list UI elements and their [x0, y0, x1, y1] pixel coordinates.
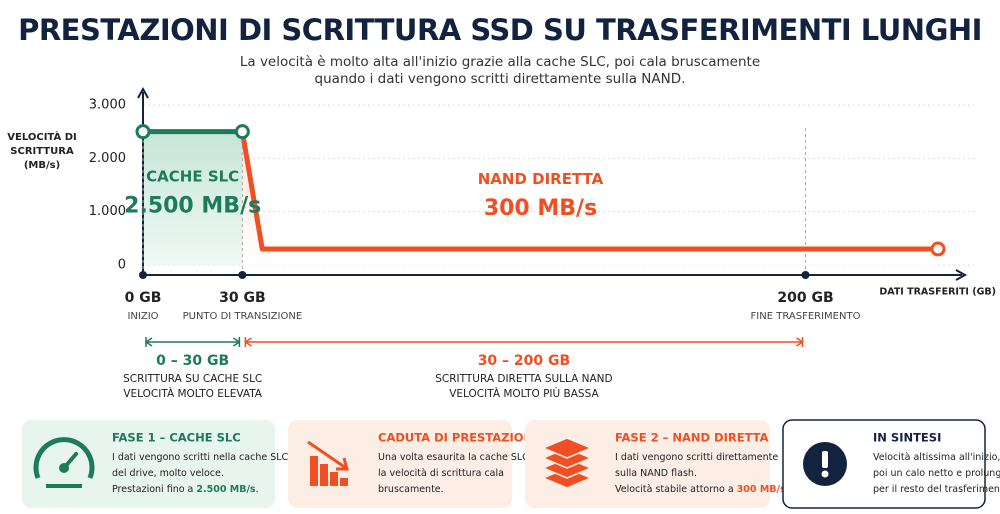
- series-line: [239, 131, 938, 252]
- card-text-segment: bruscamente.: [378, 484, 444, 495]
- card-text-segment: Prestazioni fino a: [112, 484, 196, 495]
- icon-hub: [59, 463, 69, 473]
- x-axis-arrow: [955, 269, 968, 281]
- card-text: sulla NAND flash.: [615, 468, 697, 479]
- icon-alert-bar: [822, 451, 828, 468]
- card-text-segment: .: [256, 484, 259, 495]
- annotation: CACHE SLC: [146, 168, 239, 186]
- annotation: NAND DIRETTA: [478, 170, 604, 188]
- subtitle: quando i dati vengono scritti direttamen…: [315, 71, 686, 87]
- range-text: VELOCITÀ MOLTO ELEVATA: [123, 387, 262, 400]
- card-text-segment: Una volta esaurita la cache SLC,: [378, 452, 532, 463]
- x-tick-label: 30 GB: [219, 290, 266, 306]
- icon-layer: [541, 437, 593, 459]
- icon-bar: [310, 456, 318, 486]
- range-label: 30 – 200 GB: [478, 353, 571, 369]
- card-title: FASE 2 – NAND DIRETTA: [615, 431, 769, 445]
- card-text-segment: I dati vengono scritti direttamente: [615, 452, 778, 463]
- card: [782, 419, 986, 509]
- x-tick-sublabel: FINE TRASFERIMENTO: [751, 311, 861, 322]
- card-text: Velocità stabile attorno a 300 MB/s.: [615, 484, 789, 495]
- card-text: bruscamente.: [378, 484, 444, 495]
- y-tick-label: 2.000: [89, 151, 126, 166]
- point-marker: [930, 241, 946, 257]
- icon-bar: [340, 478, 348, 486]
- icon-gauge: [33, 437, 95, 479]
- card-text: I dati vengono scritti nella cache SLC: [112, 452, 289, 463]
- annotation: 2.500 MB/s: [124, 193, 261, 218]
- x-tick: [139, 271, 147, 279]
- x-tick-sublabel: INIZIO: [127, 311, 158, 322]
- y-axis-title: SCRITTURA: [10, 146, 74, 157]
- icon-bar: [330, 472, 338, 486]
- card-text: Velocità altissima all'inizio,: [873, 452, 1000, 463]
- card-text-segment: I dati vengono scritti nella cache SLC: [112, 452, 289, 463]
- card-text: Una volta esaurita la cache SLC,: [378, 452, 532, 463]
- card-text-segment: sulla NAND flash.: [615, 468, 697, 479]
- x-tick-sublabel: PUNTO DI TRANSIZIONE: [183, 311, 303, 322]
- y-axis-arrow: [137, 86, 149, 99]
- y-tick-label: 1.000: [89, 204, 126, 219]
- range-label: 0 – 30 GB: [156, 353, 229, 369]
- subtitle: La velocità è molto alta all'inizio graz…: [240, 54, 760, 70]
- point-marker: [135, 124, 151, 140]
- card-text: per il resto del trasferimento.: [873, 484, 1000, 495]
- card: [22, 420, 275, 508]
- card-text-segment: per il resto del trasferimento.: [873, 484, 1000, 495]
- range-text: SCRITTURA SU CACHE SLC: [123, 373, 262, 385]
- icon-bar: [320, 464, 328, 486]
- card-text: del drive, molto veloce.: [112, 468, 224, 479]
- x-tick: [801, 271, 810, 279]
- card-text-segment: la velocità di scrittura cala: [378, 468, 504, 479]
- card-title: IN SINTESI: [873, 431, 941, 445]
- x-tick-label: 200 GB: [777, 290, 833, 306]
- x-tick-label: 0 GB: [125, 290, 162, 306]
- range-text: VELOCITÀ MOLTO PIÙ BASSA: [449, 387, 599, 400]
- card-text: Prestazioni fino a 2.500 MB/s.: [112, 484, 259, 495]
- card-title: CADUTA DI PRESTAZIONI: [378, 431, 537, 445]
- point-marker: [234, 124, 250, 140]
- card-text-segment: Velocità stabile attorno a: [615, 484, 737, 495]
- card-text-segment: poi un calo netto e prolungato: [873, 468, 1000, 479]
- area: [242, 131, 938, 265]
- card-text: I dati vengono scritti direttamente: [615, 452, 778, 463]
- card-title: FASE 1 – CACHE SLC: [112, 431, 241, 445]
- card-text-segment: Velocità altissima all'inizio,: [873, 452, 1000, 463]
- y-axis-title: (MB/s): [24, 160, 60, 171]
- chart-title: PRESTAZIONI DI SCRITTURA SSD SU TRASFERI…: [18, 13, 982, 47]
- range-text: SCRITTURA DIRETTA SULLA NAND: [435, 373, 612, 385]
- range-arrows: [244, 337, 804, 347]
- card-text-segment: del drive, molto veloce.: [112, 468, 224, 479]
- x-axis-title: DATI TRASFERITI (GB): [879, 287, 996, 298]
- card-text: poi un calo netto e prolungato: [873, 468, 1000, 479]
- range-arrows: [144, 337, 241, 347]
- icon-alert-dot: [821, 470, 829, 478]
- y-tick-label: 0: [118, 258, 126, 273]
- card: [525, 420, 770, 508]
- card-text: la velocità di scrittura cala: [378, 468, 504, 479]
- icon-arrow: [307, 440, 349, 471]
- x-tick: [238, 271, 247, 279]
- annotation: 300 MB/s: [484, 196, 597, 221]
- area: [143, 131, 243, 265]
- y-axis-title: VELOCITÀ DI: [7, 130, 76, 143]
- card-text-segment: 2.500 MB/s: [196, 484, 256, 495]
- card-text-segment: 300 MB/s: [737, 484, 786, 495]
- y-tick-label: 3.000: [89, 98, 126, 113]
